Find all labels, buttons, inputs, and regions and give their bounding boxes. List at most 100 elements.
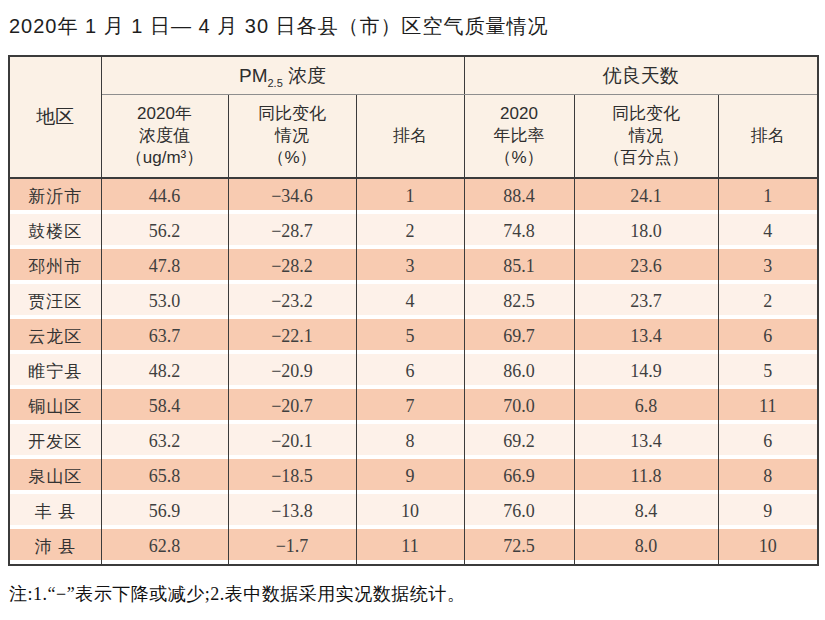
good-rank-cell: 3 (718, 249, 818, 284)
pm25-label-suffix: 浓度 (283, 65, 326, 86)
pm25-value-cell: 56.9 (101, 494, 228, 529)
good-rank-cell: 8 (718, 459, 818, 494)
pm25-value-cell: 62.8 (101, 529, 228, 565)
pm25-change-cell: −28.7 (228, 214, 356, 249)
pm25-value-column-header: 2020年 浓度值 （ug/m³） (101, 95, 228, 179)
good-rate-cell: 74.8 (464, 214, 574, 249)
good-rate-cell: 86.0 (464, 354, 574, 389)
good-rate-cell: 66.9 (464, 459, 574, 494)
table-header: 地区 PM2.5 浓度 优良天数 2020年 浓度值 （ug/m³） 同比变化 … (9, 56, 818, 178)
table-body: 新沂市 44.6 −34.6 1 88.4 24.1 1 鼓楼区 56.2 −2… (9, 178, 818, 565)
pm25-rank-cell: 4 (356, 284, 464, 319)
page-title: 2020年 1 月 1 日— 4 月 30 日各县（市）区空气质量情况 (9, 12, 817, 40)
table-row: 沛 县 62.8 −1.7 11 72.5 8.0 10 (9, 529, 818, 565)
table-row: 睢宁县 48.2 −20.9 6 86.0 14.9 5 (9, 354, 818, 389)
pm25-value-cell: 58.4 (101, 389, 228, 424)
good-rate-cell: 85.1 (464, 249, 574, 284)
pm25-rank-cell: 5 (356, 319, 464, 354)
pm25-value-cell: 65.8 (101, 459, 228, 494)
pm25-change-cell: −18.5 (228, 459, 356, 494)
pm25-change-cell: −34.6 (228, 178, 356, 214)
region-column-header: 地区 (9, 56, 101, 178)
good-change-cell: 23.7 (574, 284, 718, 319)
pm25-change-cell: −28.2 (228, 249, 356, 284)
pm25-value-cell: 48.2 (101, 354, 228, 389)
good-rank-cell: 6 (718, 319, 818, 354)
region-cell: 鼓楼区 (9, 214, 101, 249)
good-rank-cell: 6 (718, 424, 818, 459)
pm25-rank-cell: 2 (356, 214, 464, 249)
table-row: 铜山区 58.4 −20.7 7 70.0 6.8 11 (9, 389, 818, 424)
pm25-change-cell: −20.1 (228, 424, 356, 459)
table-row: 云龙区 63.7 −22.1 5 69.7 13.4 6 (9, 319, 818, 354)
good-rank-cell: 1 (718, 178, 818, 214)
pm25-label-prefix: PM (239, 65, 268, 86)
article-page: 2020年 1 月 1 日— 4 月 30 日各县（市）区空气质量情况 地区 P… (0, 0, 825, 620)
pm25-rank-cell: 10 (356, 494, 464, 529)
pm25-value-cell: 63.7 (101, 319, 228, 354)
good-change-cell: 18.0 (574, 214, 718, 249)
good-rate-cell: 88.4 (464, 178, 574, 214)
good-rate-cell: 82.5 (464, 284, 574, 319)
pm25-change-cell: −20.9 (228, 354, 356, 389)
good-rate-column-header: 2020 年比率 （%） (464, 95, 574, 179)
table-row: 泉山区 65.8 −18.5 9 66.9 11.8 8 (9, 459, 818, 494)
good-rank-cell: 4 (718, 214, 818, 249)
good-rank-cell: 9 (718, 494, 818, 529)
table-row: 邳州市 47.8 −28.2 3 85.1 23.6 3 (9, 249, 818, 284)
pm25-change-cell: −13.8 (228, 494, 356, 529)
good-change-cell: 8.4 (574, 494, 718, 529)
region-cell: 云龙区 (9, 319, 101, 354)
region-cell: 贾汪区 (9, 284, 101, 319)
good-rate-cell: 72.5 (464, 529, 574, 565)
pm25-change-cell: −1.7 (228, 529, 356, 565)
good-change-cell: 23.6 (574, 249, 718, 284)
good-change-cell: 24.1 (574, 178, 718, 214)
pm25-rank-cell: 6 (356, 354, 464, 389)
table-row: 新沂市 44.6 −34.6 1 88.4 24.1 1 (9, 178, 818, 214)
region-cell: 开发区 (9, 424, 101, 459)
pm25-rank-cell: 8 (356, 424, 464, 459)
pm25-change-column-header: 同比变化 情况 （%） (228, 95, 356, 179)
good-days-group-header: 优良天数 (464, 56, 818, 95)
good-rank-cell: 11 (718, 389, 818, 424)
table-row: 开发区 63.2 −20.1 8 69.2 13.4 6 (9, 424, 818, 459)
good-change-column-header: 同比变化 情况 （百分点） (574, 95, 718, 179)
pm25-rank-column-header: 排名 (356, 95, 464, 179)
pm25-change-cell: −22.1 (228, 319, 356, 354)
good-change-cell: 13.4 (574, 424, 718, 459)
air-quality-table: 地区 PM2.5 浓度 优良天数 2020年 浓度值 （ug/m³） 同比变化 … (8, 55, 819, 566)
pm25-rank-cell: 1 (356, 178, 464, 214)
good-change-cell: 11.8 (574, 459, 718, 494)
pm25-rank-cell: 7 (356, 389, 464, 424)
region-cell: 丰 县 (9, 494, 101, 529)
pm25-group-header: PM2.5 浓度 (101, 56, 464, 95)
good-rank-column-header: 排名 (718, 95, 818, 179)
region-cell: 新沂市 (9, 178, 101, 214)
good-change-cell: 6.8 (574, 389, 718, 424)
good-rank-cell: 10 (718, 529, 818, 565)
table-row: 鼓楼区 56.2 −28.7 2 74.8 18.0 4 (9, 214, 818, 249)
pm25-subscript: 2.5 (267, 76, 282, 88)
pm25-rank-cell: 11 (356, 529, 464, 565)
pm25-rank-cell: 3 (356, 249, 464, 284)
pm25-value-cell: 44.6 (101, 178, 228, 214)
region-cell: 睢宁县 (9, 354, 101, 389)
good-rate-cell: 69.2 (464, 424, 574, 459)
region-cell: 沛 县 (9, 529, 101, 565)
good-rate-cell: 69.7 (464, 319, 574, 354)
good-rate-cell: 76.0 (464, 494, 574, 529)
good-change-cell: 8.0 (574, 529, 718, 565)
pm25-value-cell: 53.0 (101, 284, 228, 319)
region-cell: 铜山区 (9, 389, 101, 424)
region-cell: 邳州市 (9, 249, 101, 284)
good-change-cell: 13.4 (574, 319, 718, 354)
footnote: 注:1.“−”表示下降或减少;2.表中数据采用实况数据统计。 (9, 582, 817, 606)
good-rank-cell: 5 (718, 354, 818, 389)
pm25-rank-cell: 9 (356, 459, 464, 494)
pm25-change-cell: −20.7 (228, 389, 356, 424)
table-row: 贾汪区 53.0 −23.2 4 82.5 23.7 2 (9, 284, 818, 319)
table-row: 丰 县 56.9 −13.8 10 76.0 8.4 9 (9, 494, 818, 529)
pm25-value-cell: 56.2 (101, 214, 228, 249)
pm25-value-cell: 47.8 (101, 249, 228, 284)
